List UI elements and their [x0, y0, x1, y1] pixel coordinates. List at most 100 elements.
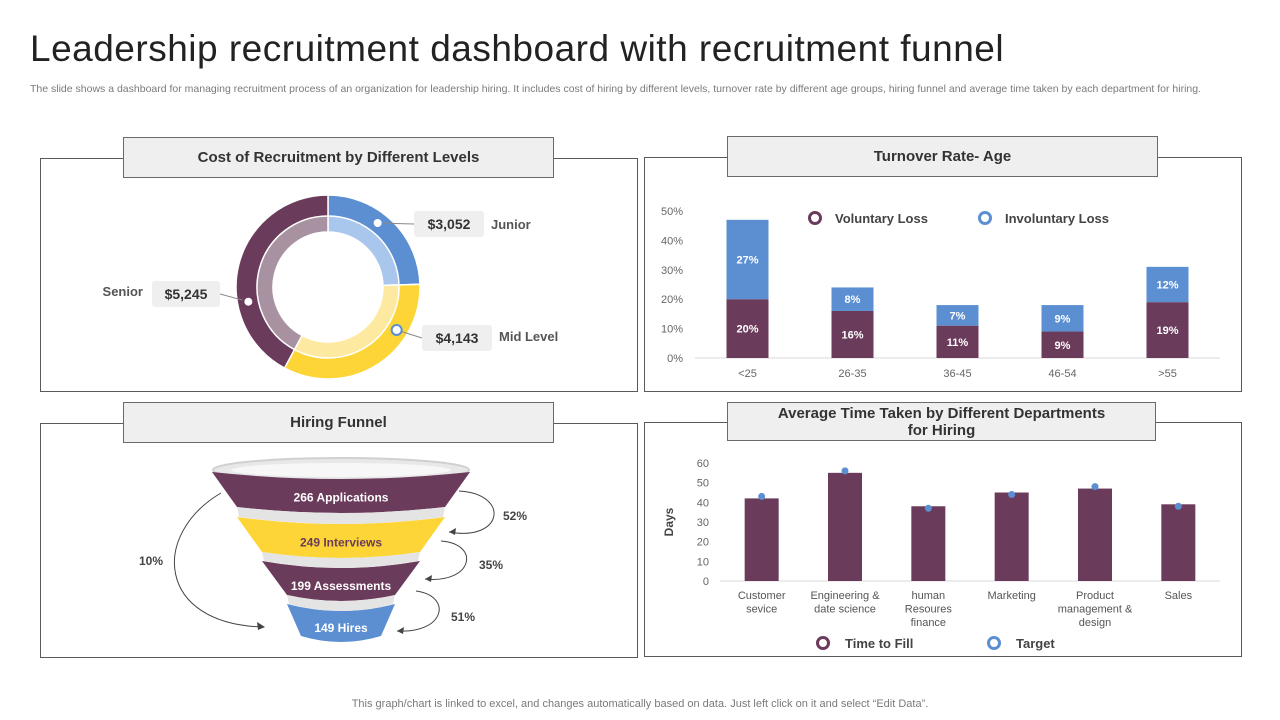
turnover-bar-involuntary-loss [726, 219, 769, 300]
turnover-ytick-label: 10% [661, 324, 683, 336]
time-target-dot [1174, 502, 1182, 510]
turnover-legend-marker-voluntary-loss [808, 211, 822, 225]
time-xtick-label: human Resoures finance [905, 590, 953, 629]
turnover-ytick-label: 0% [667, 353, 683, 365]
time-xtick-label: Customer sevice [738, 590, 786, 616]
cost-donut-chart[interactable]: $3,052 Junior $4,143 Mid Level $5,245 Senior [41, 159, 637, 391]
turnover-xtick-label: 26-35 [838, 368, 866, 380]
turnover-data-label: 19% [1156, 325, 1178, 337]
donut-marker-senior [242, 295, 255, 308]
time-target-dot [758, 492, 766, 500]
time-target-dot [1091, 483, 1099, 491]
funnel-conversion-arc [396, 590, 440, 632]
time-legend-label-target: Target [1016, 636, 1055, 651]
turnover-bar-voluntary-loss [726, 299, 769, 358]
funnel-arrowhead [449, 528, 456, 535]
turnover-bar-involuntary-loss [1041, 305, 1084, 332]
time-ytick-label: 50 [697, 478, 709, 490]
time-legend-label-time-to-fill: Time to Fill [845, 636, 913, 651]
donut-value-label-mid-level: $4,143 [436, 330, 479, 346]
turnover-xtick-label: 36-45 [943, 368, 971, 380]
funnel-conversion-arc [424, 540, 468, 580]
donut-value-label-senior: $5,245 [165, 286, 208, 302]
time-bar-time-to-fill [911, 506, 946, 581]
time-y-axis-title: Days [662, 507, 676, 536]
time-ytick-label: 40 [697, 497, 709, 509]
donut-category-label-mid-level: Mid Level [499, 329, 558, 344]
funnel-stage-label: 249 Interviews [300, 536, 382, 550]
turnover-xtick-label: <25 [738, 368, 757, 380]
time-bar-time-to-fill [1161, 504, 1196, 581]
time-xtick-label: Sales [1165, 590, 1193, 602]
funnel-stage-label: 266 Applications [294, 491, 389, 505]
funnel-stage-149-hires [287, 604, 395, 642]
funnel-arrowhead [397, 627, 404, 634]
time-bar-time-to-fill [1078, 488, 1112, 581]
funnel-panel-title: Hiring Funnel [123, 402, 554, 443]
funnel-stage-266-applications [212, 472, 470, 513]
time-ytick-label: 30 [697, 517, 709, 529]
time-panel: 0 10 20 30 40 50 60 Days Customer sevice Engineeri… [644, 422, 1242, 657]
time-target-dot [924, 504, 932, 512]
time-bar-time-to-fill [828, 472, 862, 581]
funnel-stage-199-assessments [262, 561, 420, 601]
donut-marker-mid-level [390, 323, 403, 336]
funnel-conversion-label: 52% [503, 509, 527, 523]
turnover-bar-chart[interactable]: 0% 10% 20% 30% 40% 50% 20% 27% <25 16% 8% 26-35 11% 7… [645, 158, 1241, 391]
time-legend-marker-target [987, 636, 1001, 650]
turnover-data-label: 16% [841, 329, 863, 341]
funnel-separator [237, 507, 445, 524]
turnover-data-label: 9% [1055, 313, 1071, 325]
turnover-data-label: 7% [950, 310, 966, 322]
donut-value-box-mid-level [422, 325, 492, 351]
turnover-data-label: 9% [1055, 340, 1071, 352]
cost-panel: $3,052 Junior $4,143 Mid Level $5,245 Senior [40, 158, 638, 392]
donut-leader-junior [377, 222, 415, 225]
donut-category-label-junior: Junior [491, 217, 531, 232]
turnover-bar-voluntary-loss [831, 310, 874, 358]
turnover-bar-voluntary-loss [1146, 302, 1189, 358]
time-xtick-label: Marketing [988, 590, 1036, 602]
donut-marker-junior [371, 217, 384, 230]
time-bar-time-to-fill [994, 492, 1029, 581]
funnel-panel: 266 Applications 249 Interviews 199 Assess… [40, 423, 638, 658]
page-description: The slide shows a dashboard for managing… [30, 83, 1202, 95]
funnel-conversion-arc [448, 490, 495, 534]
time-target-dot [841, 467, 849, 475]
time-ytick-label: 0 [703, 576, 709, 588]
donut-value-box-senior [152, 281, 220, 307]
turnover-bar-involuntary-loss [831, 287, 874, 311]
donut-inner-ring-senior [256, 215, 329, 351]
funnel-stage-249-interviews [237, 517, 445, 558]
turnover-data-label: 27% [736, 255, 758, 267]
page-title: Leadership recruitment dashboard with re… [30, 28, 1005, 69]
time-ytick-label: 20 [697, 537, 709, 549]
donut-value-label-junior: $3,052 [428, 216, 471, 232]
funnel-arrowhead [425, 575, 432, 582]
time-legend-marker-time-to-fill [816, 636, 830, 650]
turnover-panel-title: Turnover Rate- Age [727, 136, 1158, 177]
turnover-xtick-label: 46-54 [1048, 368, 1076, 380]
turnover-ytick-label: 50% [661, 206, 683, 218]
time-ytick-label: 10 [697, 556, 709, 568]
turnover-bar-voluntary-loss [1041, 331, 1084, 358]
turnover-bar-involuntary-loss [1146, 266, 1189, 303]
funnel-arrowhead [257, 622, 265, 630]
footer-note: This graph/chart is linked to excel, and… [351, 698, 929, 710]
average-time-bar-chart[interactable]: 0 10 20 30 40 50 60 Days Customer sevice Engineeri… [645, 423, 1241, 656]
funnel-stage-label: 149 Hires [314, 621, 368, 635]
turnover-legend-label-involuntary-loss: Involuntary Loss [1005, 211, 1109, 226]
funnel-conversion-label: 51% [451, 610, 475, 624]
turnover-bar-involuntary-loss [936, 305, 979, 326]
time-xtick-label: Product management & design [1058, 590, 1133, 629]
cost-panel-title: Cost of Recruitment by Different Levels [123, 137, 554, 178]
turnover-panel: 0% 10% 20% 30% 40% 50% 20% 27% <25 16% 8% 26-35 11% 7… [644, 157, 1242, 392]
hiring-funnel-chart[interactable]: 266 Applications 249 Interviews 199 Assess… [41, 424, 637, 657]
time-xtick-label: Engineering & date science [810, 590, 880, 616]
time-panel-title: Average Time Taken by Different Departme… [727, 402, 1156, 441]
funnel-separator [287, 595, 395, 611]
funnel-stage-label: 199 Assessments [291, 579, 392, 593]
turnover-data-label: 8% [845, 294, 861, 306]
time-bar-time-to-fill [744, 498, 779, 581]
turnover-ytick-label: 20% [661, 294, 683, 306]
